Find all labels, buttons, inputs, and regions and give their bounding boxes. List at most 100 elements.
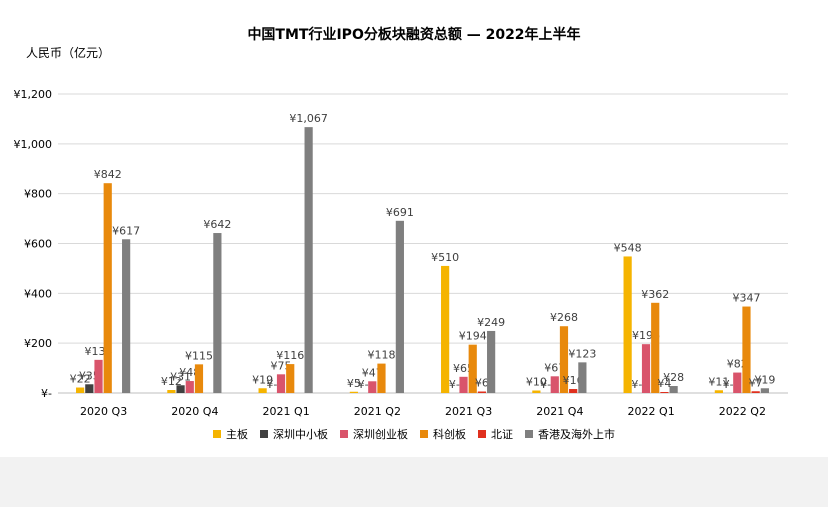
legend-label: 深圳中小板 xyxy=(273,428,328,441)
data-label: ¥4 xyxy=(657,377,671,390)
data-label: ¥10 xyxy=(526,376,547,389)
data-label: ¥6 xyxy=(475,377,489,390)
bar xyxy=(559,326,569,393)
bar xyxy=(213,233,222,393)
chart-title: 中国TMT行业IPO分板块融资总额 — 2022年上半年 xyxy=(247,27,581,43)
data-label: ¥510 xyxy=(431,251,459,264)
data-label: ¥5 xyxy=(347,377,361,390)
bar xyxy=(459,376,468,393)
data-label: ¥249 xyxy=(477,316,505,329)
legend-item: 深圳中小板 xyxy=(260,426,328,442)
data-label: ¥12 xyxy=(161,375,182,388)
bar xyxy=(477,391,487,393)
legend-item: 深圳创业板 xyxy=(340,426,408,442)
data-label: ¥617 xyxy=(112,224,140,237)
data-label: ¥7 xyxy=(749,376,763,389)
y-tick-label: ¥1,000 xyxy=(14,138,53,151)
bar xyxy=(441,265,450,393)
data-label: ¥347 xyxy=(732,292,760,305)
x-tick-label: 2021 Q1 xyxy=(263,405,310,418)
legend-label: 科创板 xyxy=(433,428,466,441)
bar xyxy=(578,362,587,393)
bar xyxy=(76,387,85,393)
bar xyxy=(641,344,651,393)
legend-swatch xyxy=(340,430,348,438)
bar xyxy=(377,363,386,393)
legend-label: 北证 xyxy=(491,428,513,441)
bar xyxy=(651,302,660,393)
bar xyxy=(185,381,194,393)
data-label: ¥116 xyxy=(276,349,304,362)
data-label: ¥- xyxy=(631,378,642,391)
bar xyxy=(258,388,267,393)
bar xyxy=(569,389,578,393)
data-label: ¥- xyxy=(449,378,460,391)
bar xyxy=(669,386,678,393)
x-tick-label: 2021 Q3 xyxy=(445,405,492,418)
data-label: ¥19 xyxy=(754,373,775,386)
bar xyxy=(368,381,377,393)
legend-label: 深圳创业板 xyxy=(353,428,408,441)
data-label: ¥1,067 xyxy=(289,112,328,125)
data-label: ¥11 xyxy=(708,375,729,388)
bottom-band xyxy=(0,457,828,507)
x-tick-label: 2020 Q4 xyxy=(171,405,218,418)
legend-swatch xyxy=(260,430,268,438)
bar xyxy=(276,374,286,393)
bar xyxy=(487,330,496,393)
bar xyxy=(94,359,103,393)
legend-item: 香港及海外上市 xyxy=(525,426,615,442)
bar xyxy=(103,183,112,393)
data-label: ¥31 xyxy=(170,370,191,383)
y-tick-label: ¥- xyxy=(41,387,52,400)
data-label: ¥642 xyxy=(203,218,231,231)
data-label: ¥362 xyxy=(641,288,669,301)
data-label: ¥- xyxy=(266,378,277,391)
data-label: ¥842 xyxy=(94,168,122,181)
y-tick-label: ¥600 xyxy=(24,238,52,251)
bar xyxy=(286,364,295,393)
legend-swatch xyxy=(525,430,533,438)
x-tick-label: 2022 Q1 xyxy=(628,405,675,418)
bar xyxy=(623,256,632,393)
data-label: ¥22 xyxy=(70,373,91,386)
x-tick-label: 2020 Q3 xyxy=(80,405,127,418)
data-label: ¥123 xyxy=(568,347,596,360)
bar xyxy=(395,220,404,393)
legend-item: 北证 xyxy=(478,426,513,442)
bar xyxy=(733,372,742,393)
legend-label: 香港及海外上市 xyxy=(538,428,615,441)
y-axis-unit-label: 人民币（亿元） xyxy=(26,46,111,60)
x-tick-label: 2021 Q2 xyxy=(354,405,401,418)
bar xyxy=(660,392,669,393)
bar xyxy=(532,390,541,393)
legend-item: 科创板 xyxy=(420,426,466,442)
bar xyxy=(304,127,313,394)
legend: 主板 深圳中小板 深圳创业板 科创板 北证 香港及海外上市 xyxy=(0,426,828,442)
data-label: ¥194 xyxy=(459,330,487,343)
data-label: ¥118 xyxy=(367,349,395,362)
y-tick-label: ¥1,200 xyxy=(14,88,53,101)
legend-swatch xyxy=(420,430,428,438)
bar xyxy=(194,364,204,393)
data-label: ¥268 xyxy=(550,311,578,324)
data-label: ¥19 xyxy=(252,373,273,386)
y-tick-label: ¥400 xyxy=(24,287,52,300)
bar xyxy=(468,344,477,393)
bar xyxy=(760,388,769,393)
bar xyxy=(85,384,94,393)
legend-label: 主板 xyxy=(226,428,248,441)
legend-swatch xyxy=(213,430,221,438)
bar xyxy=(176,385,185,393)
bar xyxy=(751,391,760,393)
data-label: ¥28 xyxy=(663,371,684,384)
data-label: ¥115 xyxy=(185,349,213,362)
x-tick-label: 2021 Q4 xyxy=(536,405,583,418)
bar xyxy=(122,239,131,393)
y-tick-label: ¥200 xyxy=(24,337,52,350)
bar xyxy=(167,390,176,393)
legend-swatch xyxy=(478,430,486,438)
data-label: ¥- xyxy=(540,378,551,391)
